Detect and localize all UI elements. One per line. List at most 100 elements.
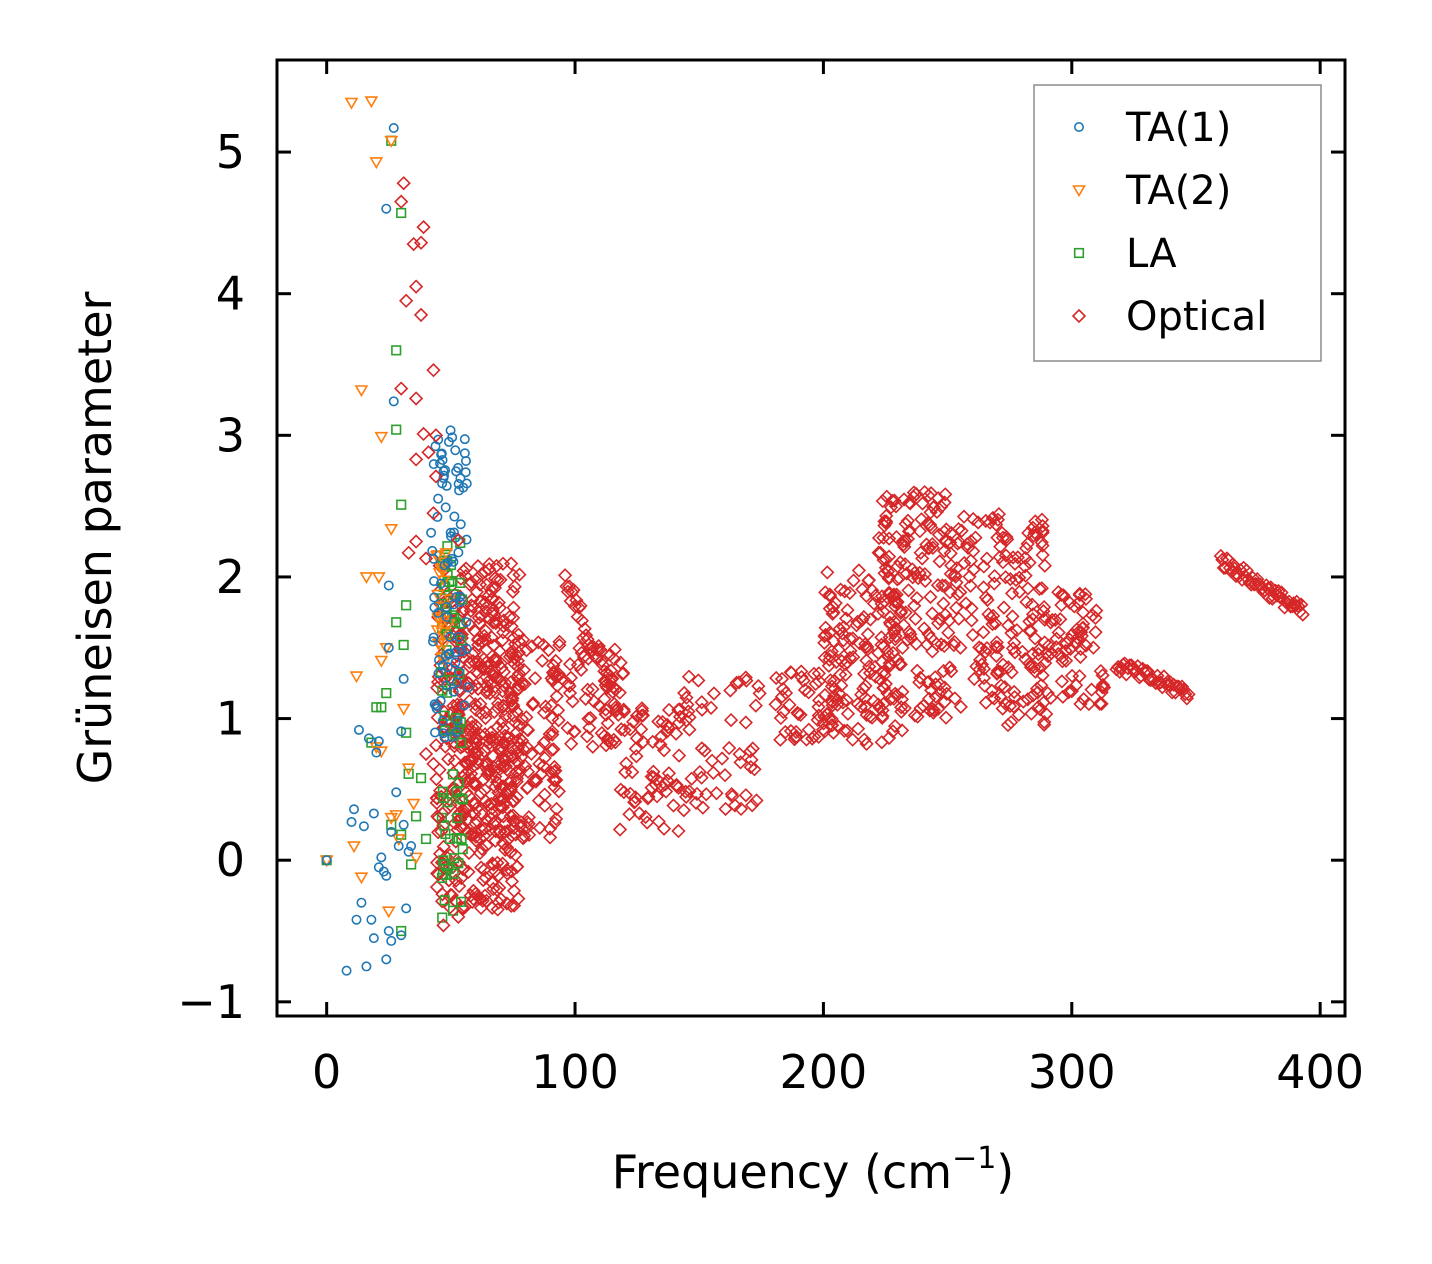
ta-2-cluster-point bbox=[439, 548, 454, 560]
optical-cluster-point bbox=[985, 510, 1001, 526]
optical-cluster-point bbox=[638, 809, 653, 825]
optical-band-point bbox=[1153, 675, 1168, 690]
ta-1-point bbox=[381, 870, 392, 881]
optical-cluster-point bbox=[482, 735, 497, 751]
optical-cluster-point bbox=[714, 751, 730, 766]
optical-cluster-point bbox=[888, 632, 903, 647]
optical-point bbox=[428, 428, 444, 443]
optical-cluster-point bbox=[1001, 660, 1016, 675]
optical-cluster-point bbox=[510, 745, 525, 760]
optical-cluster-point bbox=[549, 772, 564, 788]
optical-cluster-point bbox=[525, 697, 540, 712]
optical-cluster-point bbox=[536, 735, 552, 750]
y-tick-label: 3 bbox=[216, 408, 245, 462]
optical-cluster-point bbox=[880, 686, 895, 701]
optical-cluster-point bbox=[1007, 690, 1022, 705]
ta-1-cluster-point bbox=[459, 448, 470, 459]
optical-cluster-point bbox=[476, 872, 491, 888]
optical-cluster-point bbox=[925, 701, 940, 717]
optical-cluster-point bbox=[921, 541, 936, 556]
optical-cluster-point bbox=[1068, 678, 1084, 693]
optical-cluster-point bbox=[567, 724, 582, 740]
optical-cluster-point bbox=[981, 607, 996, 622]
ta-1-cluster-point bbox=[439, 732, 450, 743]
la-point bbox=[381, 687, 392, 699]
ta-1-point bbox=[356, 897, 367, 908]
optical-cluster-point bbox=[928, 689, 943, 704]
optical-point bbox=[426, 756, 441, 772]
optical-cluster-point bbox=[823, 589, 838, 604]
optical-cluster-point bbox=[518, 759, 533, 774]
ta-1-point bbox=[396, 930, 407, 941]
optical-band-point bbox=[1295, 607, 1310, 622]
optical-cluster-point bbox=[508, 847, 523, 863]
la-cluster-point bbox=[439, 710, 450, 721]
optical-cluster-point bbox=[524, 746, 539, 761]
la-point bbox=[391, 617, 402, 628]
optical-cluster-point bbox=[429, 879, 445, 895]
optical-cluster-point bbox=[988, 639, 1004, 655]
optical-cluster-point bbox=[1004, 665, 1019, 680]
optical-cluster-point bbox=[679, 690, 694, 705]
optical-cluster-point bbox=[668, 726, 684, 741]
optical-point bbox=[396, 176, 411, 191]
ta-1-point bbox=[346, 816, 357, 827]
optical-cluster-point bbox=[688, 795, 704, 810]
optical-band-point bbox=[1225, 557, 1241, 572]
ta-1-cluster-point bbox=[433, 493, 444, 504]
optical-cluster-point bbox=[969, 659, 984, 674]
optical-cluster-point bbox=[1034, 678, 1049, 693]
optical-cluster-point bbox=[923, 589, 938, 605]
ta-1-point bbox=[381, 203, 392, 214]
la-point bbox=[401, 727, 412, 738]
optical-cluster-point bbox=[527, 773, 542, 788]
optical-cluster-point bbox=[629, 749, 644, 764]
optical-cluster-point bbox=[521, 810, 536, 825]
optical-cluster-point bbox=[672, 709, 688, 724]
optical-cluster-point bbox=[695, 800, 711, 815]
optical-cluster-point bbox=[835, 626, 850, 641]
ta-1-point bbox=[376, 852, 387, 863]
optical-cluster-point bbox=[871, 545, 886, 560]
ta-2-point bbox=[384, 135, 399, 148]
optical-cluster-point bbox=[520, 780, 535, 795]
optical-cluster-point bbox=[497, 824, 512, 840]
optical-cluster-point bbox=[490, 902, 505, 917]
optical-cluster-point bbox=[538, 699, 553, 714]
x-axis-label-superscript: −1 bbox=[952, 1141, 996, 1176]
ta-1-cluster-point bbox=[437, 478, 448, 489]
optical-cluster-point bbox=[676, 803, 691, 818]
optical-cluster-point bbox=[529, 772, 544, 787]
optical-cluster-point bbox=[1088, 610, 1103, 626]
ta-1-point bbox=[401, 903, 412, 914]
ta-1-point bbox=[366, 914, 377, 925]
optical-cluster-point bbox=[1054, 587, 1069, 603]
optical-cluster-point bbox=[794, 669, 809, 685]
optical-cluster-point bbox=[788, 724, 804, 740]
optical-point bbox=[413, 235, 429, 250]
optical-cluster-point bbox=[545, 724, 560, 739]
la-point bbox=[410, 811, 422, 822]
optical-cluster-point bbox=[875, 493, 890, 509]
optical-cluster-point bbox=[858, 699, 873, 714]
ta-2-point bbox=[371, 572, 386, 585]
optical-cluster-point bbox=[861, 572, 877, 588]
optical-cluster-point bbox=[625, 764, 640, 780]
ta-2-point bbox=[344, 97, 359, 110]
optical-cluster-point bbox=[474, 841, 490, 856]
optical-cluster-point bbox=[508, 647, 524, 663]
la-point bbox=[386, 819, 397, 830]
optical-cluster-point bbox=[500, 823, 515, 839]
optical-cluster-point bbox=[877, 566, 892, 581]
optical-cluster-point bbox=[773, 732, 788, 747]
optical-cluster-point bbox=[681, 669, 697, 684]
ta-2-point bbox=[349, 671, 364, 684]
optical-cluster-point bbox=[1020, 581, 1036, 596]
optical-cluster-point bbox=[600, 716, 615, 731]
optical-cluster-point bbox=[1005, 550, 1021, 565]
ta-1-cluster-point bbox=[442, 557, 453, 568]
optical-cluster-point bbox=[976, 625, 991, 640]
optical-band-point bbox=[1259, 578, 1274, 593]
optical-cluster-point bbox=[551, 784, 566, 799]
